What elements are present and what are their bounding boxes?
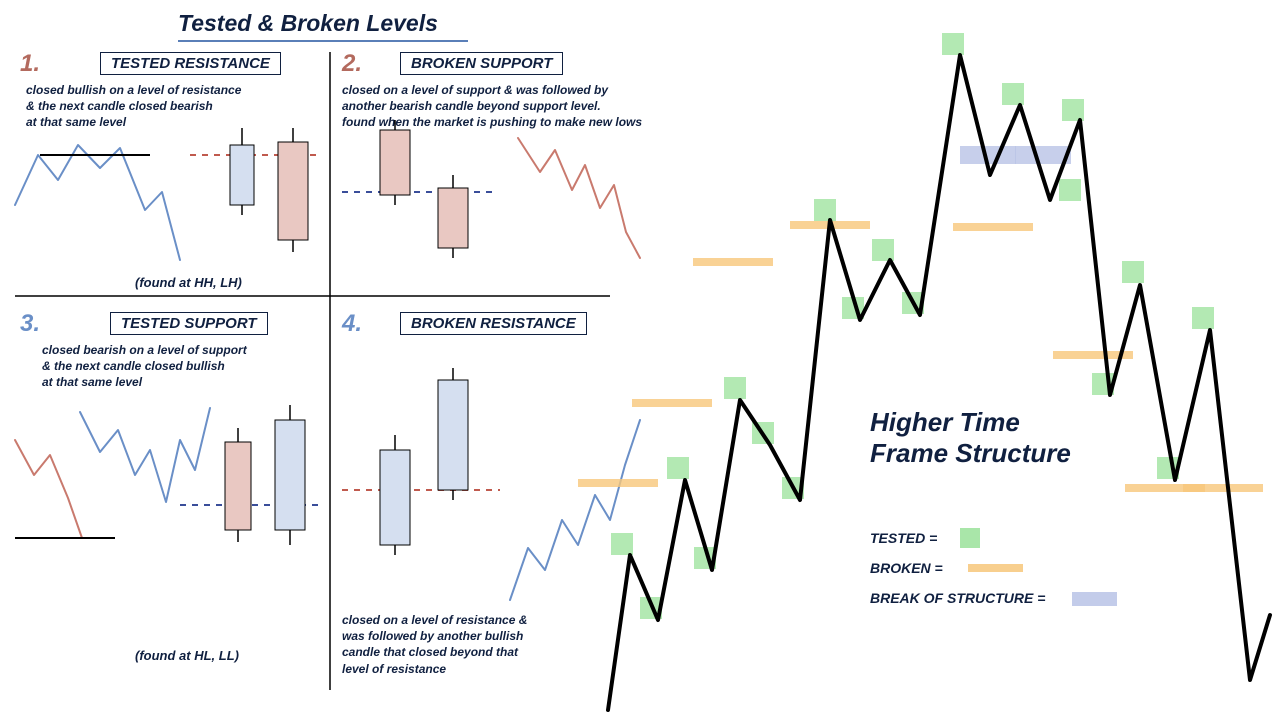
legend-bos-swatch <box>1072 592 1117 606</box>
legend-broken-label: BROKEN = <box>870 560 943 576</box>
right-title: Higher Time Frame Structure <box>870 407 1071 469</box>
right-panel-svg <box>0 0 1280 720</box>
legend-broken-swatch <box>968 564 1023 572</box>
legend-tested-swatch <box>960 528 980 548</box>
legend-bos-label: BREAK OF STRUCTURE = <box>870 590 1045 606</box>
legend-tested-label: TESTED = <box>870 530 937 546</box>
